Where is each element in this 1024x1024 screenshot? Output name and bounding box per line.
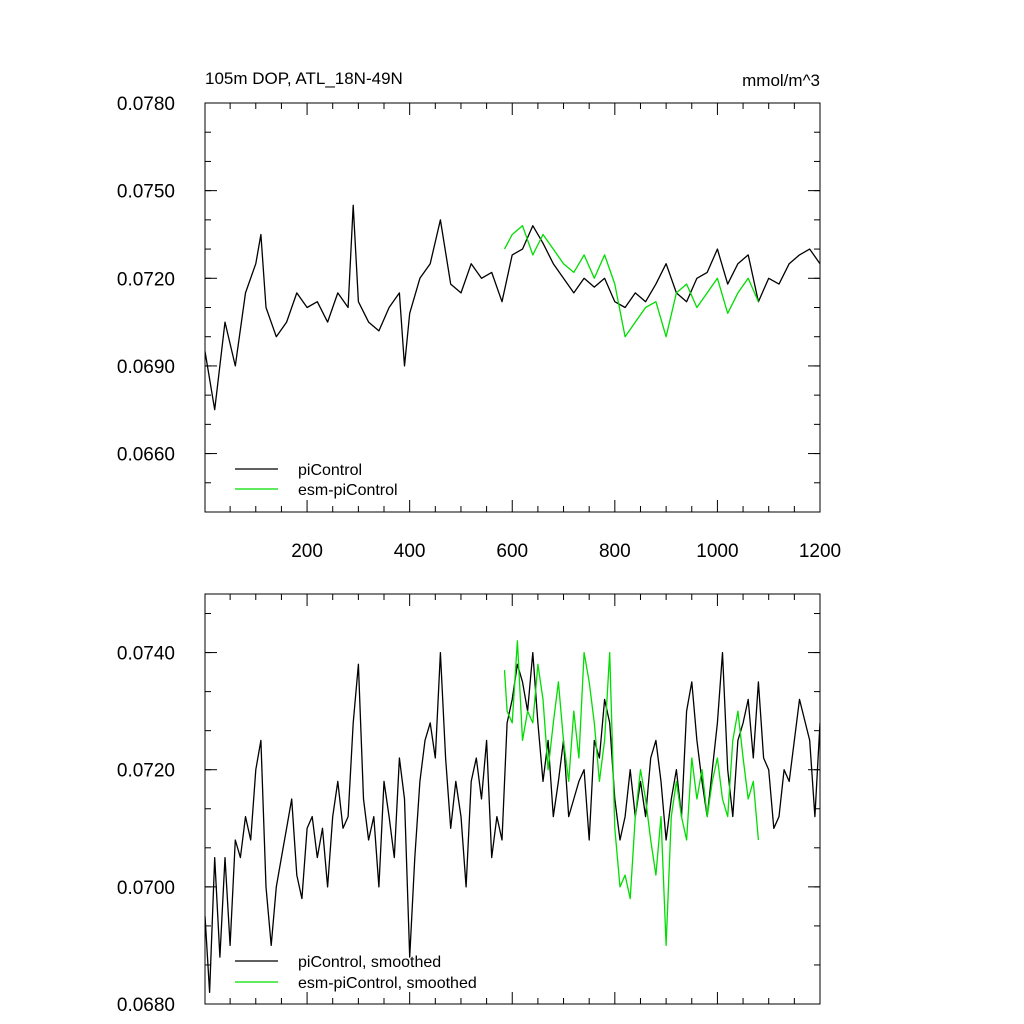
plot-frame [204, 102, 821, 513]
legend-label-picontrol: piControl [298, 462, 362, 479]
top-legend: piControl esm-piControl [235, 462, 398, 499]
y-tick-label: 0.0720 [117, 269, 175, 290]
series-line-picontrol [205, 651, 820, 993]
top-units-label: mmol/m^3 [742, 71, 820, 90]
x-tick-label: 400 [394, 541, 426, 562]
x-tick-label: 1200 [799, 541, 841, 562]
legend-label-esm-picontrol: esm-piControl [298, 482, 398, 499]
top-panel: 105m DOP, ATL_18N-49N mmol/m^3 0.06600.0… [117, 69, 841, 562]
plot-frame [204, 593, 821, 1005]
x-tick-label: 800 [599, 541, 631, 562]
x-tick-label: 200 [291, 541, 323, 562]
y-tick-label: 0.0750 [117, 182, 175, 203]
bottom-panel: 0.0680 0.0700 0.0720 0.0740 piControl, smoo… [117, 593, 821, 1016]
bottom-plot-area: 0.0680 0.0700 0.0720 0.0740 [117, 593, 821, 1016]
x-tick-label: 600 [496, 541, 528, 562]
y-tick-label: 0.0720 [117, 761, 175, 782]
y-tick-label: 0.0700 [117, 878, 175, 899]
bottom-legend: piControl, smoothed esm-piControl, smoot… [235, 954, 477, 992]
y-tick-label: 0.0780 [117, 94, 175, 115]
top-plot-area: 0.0660 0.0690 0.0720 0.0750 0.0780 200 400 600 8… [117, 94, 841, 562]
series-line-picontrol [205, 204, 820, 411]
x-tick-label: 1000 [696, 541, 738, 562]
top-title: 105m DOP, ATL_18N-49N [205, 69, 403, 88]
y-tick-label: 0.0660 [117, 445, 175, 466]
series-line-esm-picontrol [503, 640, 760, 947]
series-line-esm-picontrol [503, 225, 759, 338]
y-tick-label: 0.0740 [117, 644, 175, 665]
legend-label-picontrol-smoothed: piControl, smoothed [298, 954, 441, 971]
legend-label-esm-picontrol-smoothed: esm-piControl, smoothed [298, 975, 477, 992]
y-tick-label: 0.0680 [117, 995, 175, 1016]
y-tick-label: 0.0690 [117, 357, 175, 378]
